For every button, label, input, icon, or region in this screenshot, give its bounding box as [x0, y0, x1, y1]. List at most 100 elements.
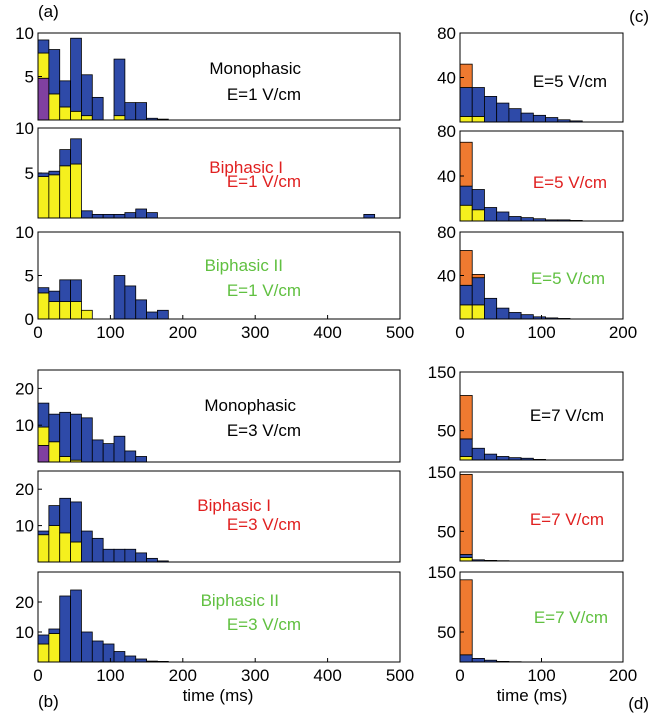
bar-d1-orange-0 — [459, 395, 473, 440]
bar-a1-blue-0 — [37, 39, 50, 54]
bar-b1-yellow-0 — [37, 426, 50, 446]
x-axis-label-left: time (ms) — [183, 686, 254, 705]
bar-c3-blue-1 — [471, 277, 485, 306]
bar-c2-blue-2 — [484, 207, 498, 222]
ytick-label-d1-150: 150 — [428, 363, 456, 382]
bar-b2-yellow-3 — [70, 541, 82, 563]
xtick-label-c3-200: 200 — [609, 323, 637, 342]
bar-d1-blue-0 — [459, 438, 473, 457]
bar-a2-blue-4 — [81, 210, 93, 219]
bar-a3-blue-10 — [146, 311, 158, 320]
panel-letter-c: (c) — [629, 7, 649, 26]
bar-b2-yellow-2 — [59, 532, 71, 563]
bar-b2-blue-4 — [81, 530, 93, 563]
ytick-label-a3-0: 0 — [25, 310, 34, 329]
bar-b1-blue-8 — [124, 450, 137, 463]
ytick-label-d2-150: 150 — [428, 463, 456, 482]
ytick-label-b1-10: 10 — [15, 416, 34, 435]
bar-d3-orange-0 — [459, 579, 473, 656]
ytick-label-a3-5: 5 — [25, 267, 34, 286]
bar-b1-blue-1 — [48, 413, 61, 443]
ytick-label-d1-50: 50 — [437, 422, 456, 441]
ytick-label-d2-50: 50 — [437, 522, 456, 541]
bar-b1-blue-0 — [37, 402, 50, 428]
xtick-label-c3-100: 100 — [527, 323, 555, 342]
panel-letter-d: (d) — [628, 694, 649, 713]
bar-c2-blue-0 — [459, 185, 473, 206]
ytick-label-a2-10: 10 — [15, 119, 34, 138]
bar-a1-blue-2 — [59, 80, 71, 108]
bar-c3-blue-3 — [496, 307, 510, 320]
ytick-label-c2-40: 40 — [437, 167, 456, 186]
annotation-a2-0: Biphasic I — [209, 158, 283, 177]
axes-frame-d2 — [459, 471, 624, 562]
bar-c2-orange-0 — [459, 141, 473, 187]
bar-b1-blue-4 — [81, 417, 93, 463]
bar-a3-yellow-4 — [81, 309, 93, 320]
bar-a1-blue-8 — [124, 102, 137, 121]
ytick-label-c3-40: 40 — [437, 267, 456, 286]
bar-c3-orange-1 — [471, 274, 485, 279]
annotation-b2-1: E=3 V/cm — [227, 515, 301, 534]
panel-letter-b: (b) — [38, 692, 59, 711]
bar-a3-yellow-3 — [70, 301, 82, 320]
bar-b3-blue-3 — [70, 589, 82, 663]
bar-a1-blue-3 — [70, 37, 82, 112]
bar-b3-yellow-0 — [37, 643, 50, 663]
bar-c1-blue-4 — [508, 108, 522, 123]
ytick-label-a3-10: 10 — [15, 223, 34, 242]
bar-a3-blue-11 — [157, 309, 169, 320]
bar-a3-yellow-2 — [59, 301, 71, 320]
bar-c1-yellow-0 — [459, 116, 473, 123]
xtick-label-a3-400: 400 — [313, 323, 341, 342]
bar-a2-blue-10 — [146, 212, 158, 219]
bar-a1-blue-4 — [81, 74, 93, 117]
xtick-label-d3-100: 100 — [527, 666, 555, 685]
bar-a1-blue-7 — [113, 58, 126, 117]
bar-c2-blue-1 — [471, 189, 485, 211]
panel-d2: 50 150 E=7 V/cm — [428, 463, 624, 562]
ytick-label-c1-40: 40 — [437, 69, 456, 88]
bar-c3-blue-0 — [459, 284, 473, 306]
annotation-d3-0: E=7 V/cm — [534, 608, 608, 627]
panel-letter-a: (a) — [38, 2, 59, 21]
panel-a2: 5 10 Biphasic IE=1 V/cm — [15, 119, 401, 219]
ytick-label-b2-20: 20 — [15, 480, 34, 499]
ytick-label-b3-20: 20 — [15, 593, 34, 612]
bar-a3-blue-0 — [37, 287, 50, 294]
bar-b2-yellow-0 — [37, 534, 50, 563]
bar-a2-blue-6 — [102, 213, 115, 219]
xtick-label-a3-300: 300 — [241, 323, 269, 342]
ytick-label-a2-5: 5 — [25, 164, 34, 183]
xtick-label-d3-0: 0 — [455, 666, 464, 685]
axes-frame-b1 — [37, 369, 401, 463]
annotation-c2-0: E=5 V/cm — [533, 173, 607, 192]
bar-b1-blue-6 — [102, 443, 115, 463]
bar-d3-blue-0 — [459, 654, 473, 663]
annotation-d2-0: E=7 V/cm — [530, 510, 604, 529]
xtick-label-a3-0: 0 — [33, 323, 42, 342]
bar-d2-blue-0 — [459, 554, 473, 558]
xtick-label-b3-500: 500 — [386, 666, 414, 685]
bar-b3-blue-7 — [113, 651, 126, 663]
xtick-label-b3-0: 0 — [33, 666, 42, 685]
bar-a1-blue-9 — [135, 102, 148, 121]
ytick-label-a1-5: 5 — [25, 68, 34, 87]
annotation-c1-0: E=5 V/cm — [533, 72, 607, 91]
bar-b2-yellow-1 — [48, 525, 61, 563]
bar-a1-yellow-7 — [113, 115, 126, 121]
panel-c1: 40 80 E=5 V/cm — [437, 24, 624, 123]
bar-a2-blue-0 — [37, 172, 50, 177]
bar-c3-blue-4 — [508, 312, 522, 320]
bar-a1-yellow-4 — [81, 115, 93, 121]
bar-b2-blue-8 — [124, 548, 137, 563]
bar-a1-yellow-0 — [37, 52, 50, 79]
bar-d1-blue-2 — [484, 453, 498, 461]
bar-c1-blue-2 — [484, 96, 498, 123]
annotation-b3-0: Biphasic II — [201, 591, 279, 610]
axes-frame-b3 — [37, 571, 401, 663]
bar-b2-blue-1 — [48, 505, 61, 526]
xtick-label-a3-200: 200 — [169, 323, 197, 342]
bar-c1-blue-6 — [532, 114, 546, 123]
bar-c2-yellow-0 — [459, 204, 473, 222]
